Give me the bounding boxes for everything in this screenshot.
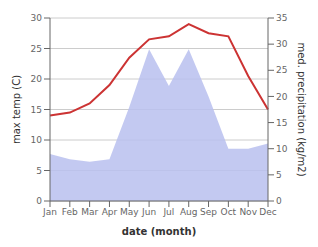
svg-text:25: 25 (31, 44, 42, 54)
svg-text:Nov: Nov (239, 207, 257, 217)
svg-text:max temp (C): max temp (C) (11, 75, 22, 144)
svg-text:May: May (120, 207, 139, 217)
svg-text:20: 20 (31, 74, 43, 84)
svg-text:Oct: Oct (221, 207, 237, 217)
svg-text:Sep: Sep (200, 207, 217, 217)
svg-text:5: 5 (36, 166, 42, 176)
svg-text:date (month): date (month) (122, 226, 196, 237)
svg-text:Jul: Jul (162, 207, 174, 217)
svg-text:Aug: Aug (180, 207, 198, 217)
svg-text:Mar: Mar (81, 207, 98, 217)
svg-text:20: 20 (276, 92, 288, 102)
svg-text:10: 10 (276, 144, 288, 154)
svg-text:25: 25 (276, 65, 287, 75)
svg-text:0: 0 (276, 196, 282, 206)
svg-text:30: 30 (276, 39, 288, 49)
svg-text:5: 5 (276, 170, 282, 180)
svg-text:15: 15 (276, 118, 287, 128)
svg-text:Jun: Jun (141, 207, 156, 217)
svg-text:Apr: Apr (102, 207, 118, 217)
svg-text:0: 0 (36, 196, 42, 206)
svg-text:med. precipitation (kg/m2): med. precipitation (kg/m2) (296, 42, 307, 176)
svg-text:Feb: Feb (62, 207, 78, 217)
svg-text:30: 30 (31, 13, 43, 23)
svg-text:15: 15 (31, 105, 42, 115)
svg-text:10: 10 (31, 135, 43, 145)
svg-text:Dec: Dec (259, 207, 276, 217)
svg-text:Jan: Jan (42, 207, 57, 217)
svg-text:35: 35 (276, 13, 287, 23)
